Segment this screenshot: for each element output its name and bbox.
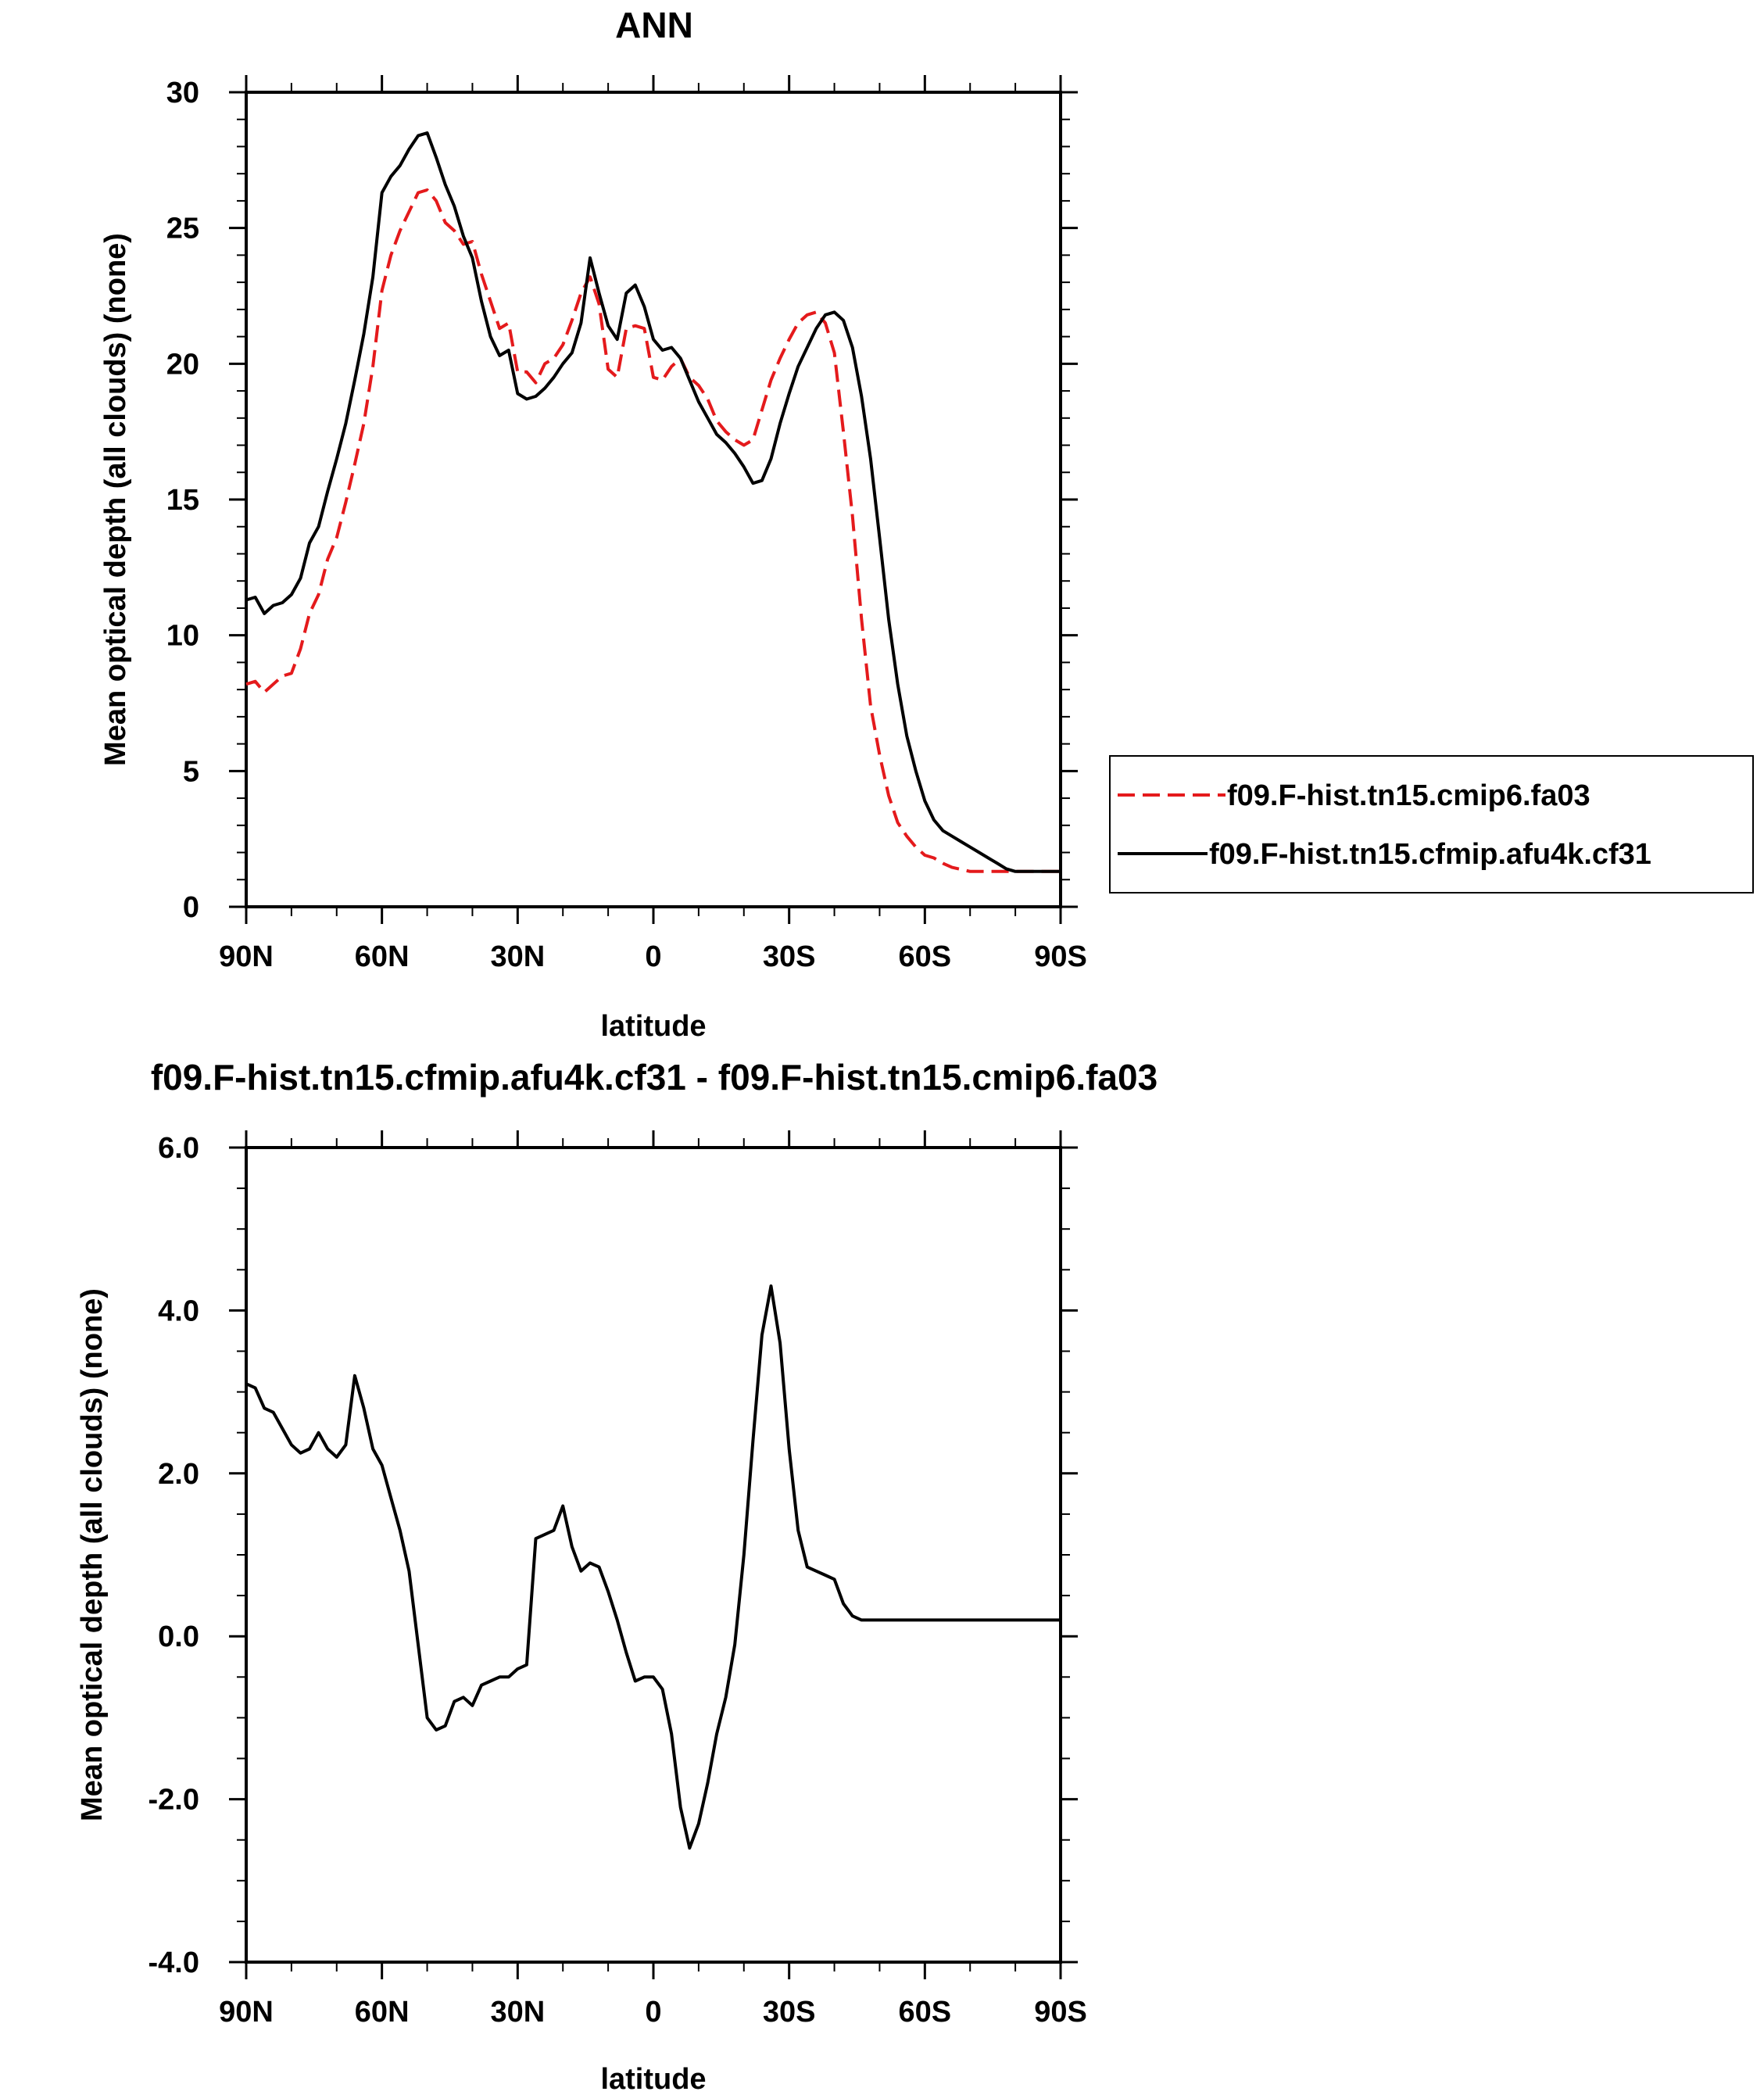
legend-label-cmip6: f09.F-hist.tn15.cmip6.fa03 bbox=[1227, 779, 1590, 812]
bottom-y-axis-label: Mean optical depth (all clouds) (none) bbox=[76, 1288, 109, 1821]
bottom-y-tick-label: -2.0 bbox=[148, 1784, 199, 1817]
bottom-x-tick-label: 0 bbox=[645, 1996, 661, 2029]
bottom-x-tick-label: 90N bbox=[219, 1996, 274, 2029]
bottom-y-tick-label: 4.0 bbox=[158, 1295, 199, 1327]
bottom-plot-frame bbox=[245, 1146, 1062, 1964]
top-chart-title: ANN bbox=[615, 5, 693, 45]
top-y-tick-label: 25 bbox=[166, 213, 199, 245]
top-y-tick-label: 15 bbox=[166, 484, 199, 517]
bottom-x-tick-label: 60N bbox=[355, 1996, 410, 2029]
bottom-y-tick-label: 2.0 bbox=[158, 1458, 199, 1491]
bottom-x-tick-label: 90S bbox=[1034, 1996, 1087, 2029]
bottom-x-tick-label: 30S bbox=[763, 1996, 816, 2029]
top-y-axis-label: Mean optical depth (all clouds) (none) bbox=[99, 233, 132, 766]
top-y-tick-label: 5 bbox=[183, 755, 199, 788]
bottom-x-axis-label: latitude bbox=[600, 2063, 706, 2095]
top-y-tick-label: 30 bbox=[166, 77, 199, 109]
legend-label-cfmip: f09.F-hist.tn15.cfmip.afu4k.cf31 bbox=[1209, 838, 1651, 871]
top-x-tick-label: 30N bbox=[490, 940, 545, 973]
top-series-line-1 bbox=[245, 131, 1061, 873]
top-series-line-0 bbox=[245, 188, 1061, 873]
top-x-tick-label: 60S bbox=[899, 940, 952, 973]
bottom-y-tick-label: -4.0 bbox=[148, 1946, 199, 1979]
top-x-axis-label: latitude bbox=[600, 1010, 706, 1043]
top-y-tick-label: 20 bbox=[166, 348, 199, 381]
bottom-y-tick-label: 6.0 bbox=[158, 1132, 199, 1165]
top-x-tick-label: 60N bbox=[355, 940, 410, 973]
bottom-x-tick-label: 30N bbox=[490, 1996, 545, 2029]
bottom-chart-title: f09.F-hist.tn15.cfmip.afu4k.cf31 - f09.F… bbox=[151, 1057, 1158, 1098]
bottom-series-line-0 bbox=[245, 1284, 1061, 1850]
top-y-tick-label: 0 bbox=[183, 891, 199, 924]
bottom-panel-difference: f09.F-hist.tn15.cfmip.afu4k.cf31 - f09.F… bbox=[76, 1057, 1158, 2095]
top-x-tick-label: 90S bbox=[1034, 940, 1087, 973]
legend-box bbox=[1109, 755, 1754, 894]
top-x-tick-label: 90N bbox=[219, 940, 274, 973]
bottom-x-tick-label: 60S bbox=[899, 1996, 952, 2029]
top-x-tick-label: 30S bbox=[763, 940, 816, 973]
top-plot-frame bbox=[245, 91, 1062, 908]
top-y-tick-label: 10 bbox=[166, 620, 199, 653]
bottom-y-tick-label: 0.0 bbox=[158, 1620, 199, 1653]
top-x-tick-label: 0 bbox=[645, 940, 661, 973]
top-panel-zonal-mean: ANN 0 5 10 15 20 25 30 90N 60N 30N 0 30S 60S 90S lati… bbox=[99, 5, 1754, 1043]
legend: f09.F-hist.tn15.cmip6.fa03 f09.F-hist.tn… bbox=[1109, 755, 1754, 894]
